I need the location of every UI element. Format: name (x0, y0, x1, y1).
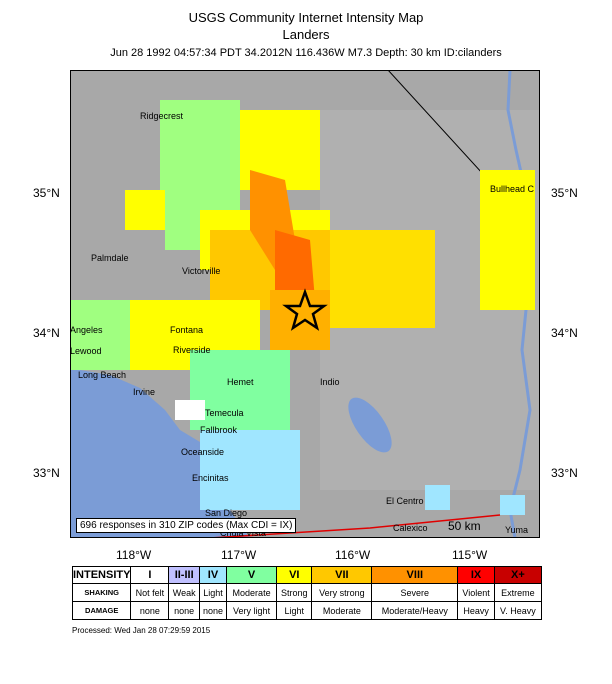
legend-shaking-cell: Light (198, 583, 228, 602)
legend-damage-row: DAMAGE none none none Very light Light M… (71, 601, 543, 620)
city-palmdale: Palmdale (91, 253, 129, 263)
city-angeles: Angeles (70, 325, 103, 335)
city-san-diego: San Diego (205, 508, 247, 518)
scale-label: 50 km (448, 519, 481, 533)
intensity-area-vii-south (270, 290, 330, 350)
legend-intensity-cell: VIII (371, 566, 459, 584)
legend-shaking-cell: Weak (168, 583, 200, 602)
legend-damage-cell: none (198, 601, 228, 620)
legend-row-label: DAMAGE (71, 601, 132, 620)
mexico-border (209, 514, 501, 538)
map-frame (70, 70, 540, 538)
city-irvine: Irvine (133, 387, 155, 397)
legend-shaking-cell: Extreme (493, 583, 543, 602)
city-fallbrook: Fallbrook (200, 425, 238, 435)
legend-shaking-cell: Violent (457, 583, 495, 602)
event-name: Landers (282, 27, 330, 42)
legend-intensity-cell: X+ (493, 566, 543, 584)
intensity-map[interactable]: Ridgecrest Bullhead C Palmdale Victorvil… (70, 70, 540, 538)
city-indio: Indio (320, 377, 340, 387)
legend-intensity-cell: I (130, 566, 170, 584)
legend-damage-cell: Light (276, 601, 313, 620)
legend-shaking-cell: Moderate (225, 583, 278, 602)
lat-label-34-right: 34°N (551, 326, 578, 340)
legend-intensity-cell: V (225, 566, 278, 584)
lon-label-118: 118°W (116, 548, 152, 562)
city-lewood: Lewood (70, 346, 102, 356)
intensity-area-vi-west (125, 190, 165, 230)
responses-note: 696 responses in 310 ZIP codes (Max CDI … (76, 518, 297, 533)
legend-damage-cell: V. Heavy (493, 601, 543, 620)
legend-shaking-cell: Very strong (311, 583, 373, 602)
legend-damage-cell: Very light (225, 601, 278, 620)
lat-label-34-left: 34°N (33, 326, 60, 340)
salton-sea (348, 397, 392, 453)
event-info: Jun 28 1992 04:57:34 PDT 34.2012N 116.43… (110, 47, 502, 59)
legend-intensity-cell: VII (311, 566, 373, 584)
city-temecula: Temecula (205, 408, 244, 418)
legend-row-label: SHAKING (71, 583, 132, 602)
legend-shaking-cell: Not felt (130, 583, 170, 602)
legend-intensity-cell: II-III (168, 566, 200, 584)
city-yuma: Yuma (505, 525, 528, 535)
intensity-legend: INTENSITY I II-III IV V VI VII VIII IX X… (71, 566, 543, 620)
legend-damage-cell: none (130, 601, 170, 620)
city-calexico: Calexico (393, 523, 428, 533)
city-chula-vista: Chula Vista (220, 528, 266, 538)
map-title: USGS Community Internet Intensity Map (188, 10, 424, 25)
city-long-beach: Long Beach (78, 370, 126, 380)
legend-row-label: INTENSITY (71, 566, 132, 584)
intensity-area-vi-arizona (480, 170, 535, 310)
legend-shaking-row: SHAKING Not felt Weak Light Moderate Str… (71, 583, 543, 602)
city-el-centro: El Centro (386, 496, 424, 506)
intensity-area-v-la (70, 300, 130, 370)
lat-label-35-right: 35°N (551, 186, 578, 200)
intensity-area-iv-yuma (500, 495, 525, 515)
intensity-area-v-ridgecrest (160, 100, 240, 210)
intensity-area-v-hemet (190, 350, 290, 430)
intensity-area-iv-elcentro (425, 485, 450, 510)
legend-shaking-cell: Severe (371, 583, 459, 602)
city-hemet: Hemet (227, 377, 254, 387)
lat-label-33-right: 33°N (551, 466, 578, 480)
legend-intensity-cell: IV (198, 566, 228, 584)
city-oceanside: Oceanside (181, 447, 224, 457)
lon-label-116: 116°W (335, 548, 371, 562)
legend-damage-cell: Heavy (457, 601, 495, 620)
legend-shaking-cell: Strong (276, 583, 313, 602)
city-ridgecrest: Ridgecrest (140, 111, 184, 121)
city-encinitas: Encinitas (192, 473, 229, 483)
legend-intensity-cell: IX (457, 566, 495, 584)
lon-label-115: 115°W (452, 548, 488, 562)
processed-timestamp: Processed: Wed Jan 28 07:29:59 2015 (72, 626, 211, 635)
legend-intensity-cell: VI (276, 566, 313, 584)
legend-damage-cell: none (168, 601, 200, 620)
intensity-area-i-coast (175, 400, 205, 420)
lat-label-35-left: 35°N (33, 186, 60, 200)
intensity-area-iv-sandiego (200, 430, 300, 510)
city-riverside: Riverside (173, 345, 211, 355)
city-victorville: Victorville (182, 266, 220, 276)
city-bullhead: Bullhead C (490, 184, 535, 194)
lon-label-117: 117°W (221, 548, 257, 562)
city-fontana: Fontana (170, 325, 203, 335)
legend-damage-cell: Moderate/Heavy (371, 601, 459, 620)
epicenter-star-icon[interactable] (282, 288, 328, 331)
legend-intensity-row: INTENSITY I II-III IV V VI VII VIII IX X… (71, 566, 543, 584)
legend-damage-cell: Moderate (311, 601, 373, 620)
lat-label-33-left: 33°N (33, 466, 60, 480)
